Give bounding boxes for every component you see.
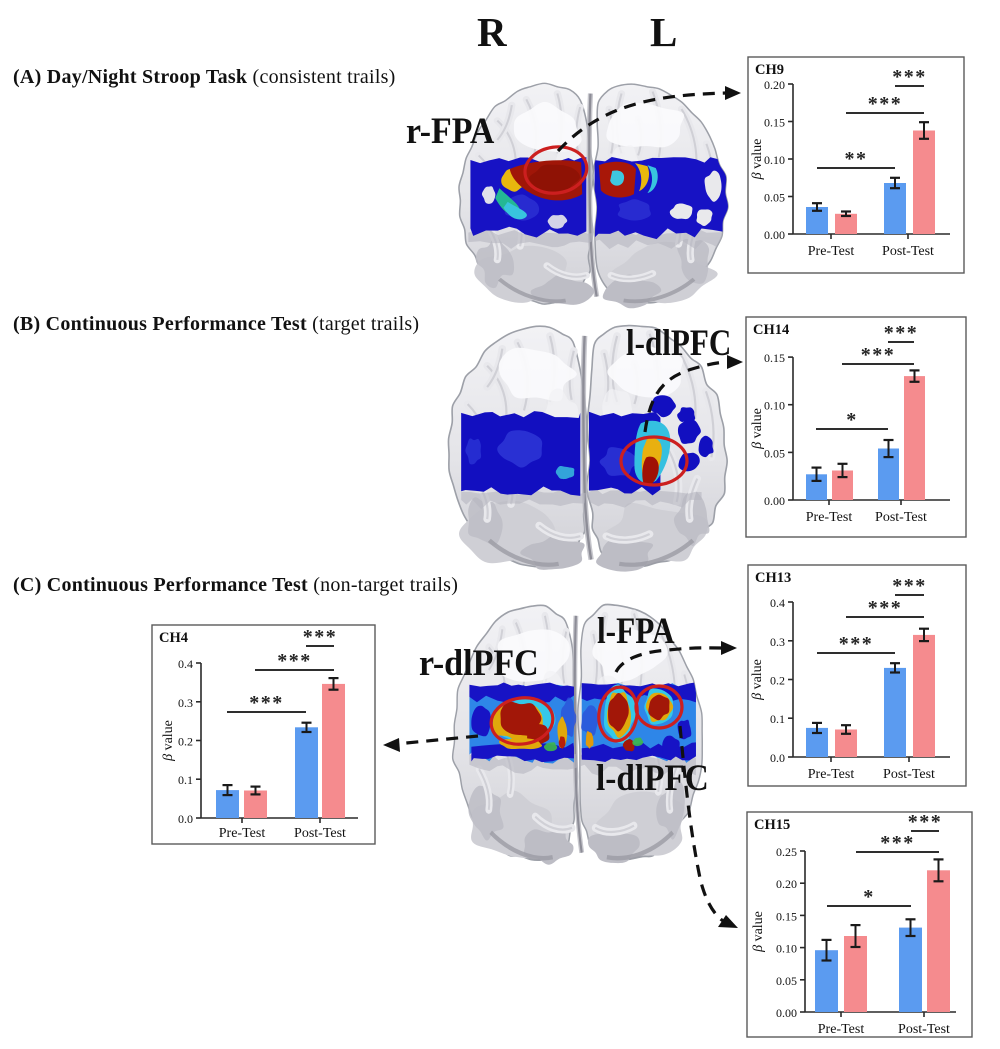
svg-text:0.20: 0.20 bbox=[764, 78, 785, 92]
svg-text:0.3: 0.3 bbox=[178, 696, 193, 710]
svg-text:0.10: 0.10 bbox=[764, 153, 785, 167]
svg-text:***: *** bbox=[892, 66, 927, 88]
svg-text:CH4: CH4 bbox=[159, 630, 188, 646]
svg-text:Post-Test: Post-Test bbox=[883, 767, 935, 782]
svg-text:CH15: CH15 bbox=[754, 817, 790, 833]
svg-text:0.2: 0.2 bbox=[770, 674, 785, 688]
svg-text:Post-Test: Post-Test bbox=[898, 1022, 950, 1037]
svg-text:0.15: 0.15 bbox=[764, 351, 785, 365]
svg-text:0.0: 0.0 bbox=[770, 751, 785, 765]
svg-text:**: ** bbox=[845, 148, 868, 170]
svg-text:***: *** bbox=[892, 575, 927, 597]
svg-text:β value: β value bbox=[751, 911, 766, 953]
svg-text:0.0: 0.0 bbox=[178, 812, 193, 826]
svg-text:0.25: 0.25 bbox=[776, 845, 797, 859]
svg-text:CH13: CH13 bbox=[755, 570, 791, 586]
svg-text:*: * bbox=[846, 409, 858, 431]
svg-text:0.15: 0.15 bbox=[764, 116, 785, 130]
svg-text:β value: β value bbox=[750, 408, 765, 450]
svg-text:0.15: 0.15 bbox=[776, 909, 797, 923]
svg-text:***: *** bbox=[277, 650, 312, 672]
svg-text:Pre-Test: Pre-Test bbox=[806, 510, 853, 525]
svg-text:0.10: 0.10 bbox=[776, 942, 797, 956]
svg-text:0.00: 0.00 bbox=[764, 228, 785, 242]
svg-text:0.4: 0.4 bbox=[770, 596, 785, 610]
svg-text:Pre-Test: Pre-Test bbox=[808, 244, 855, 259]
svg-text:0.05: 0.05 bbox=[776, 974, 797, 988]
svg-text:0.1: 0.1 bbox=[178, 773, 193, 787]
svg-text:***: *** bbox=[249, 692, 284, 714]
svg-text:Pre-Test: Pre-Test bbox=[818, 1022, 865, 1037]
svg-text:***: *** bbox=[868, 93, 903, 115]
svg-text:β value: β value bbox=[161, 720, 176, 762]
svg-text:***: *** bbox=[868, 597, 903, 619]
svg-text:β value: β value bbox=[750, 139, 765, 181]
svg-text:*: * bbox=[863, 886, 875, 908]
svg-text:0.10: 0.10 bbox=[764, 399, 785, 413]
svg-text:Post-Test: Post-Test bbox=[875, 510, 927, 525]
svg-text:CH9: CH9 bbox=[755, 62, 784, 78]
svg-text:Post-Test: Post-Test bbox=[882, 244, 934, 259]
svg-text:***: *** bbox=[908, 811, 943, 833]
svg-text:Pre-Test: Pre-Test bbox=[219, 826, 266, 841]
svg-text:Post-Test: Post-Test bbox=[294, 826, 346, 841]
svg-text:β value: β value bbox=[750, 659, 765, 701]
svg-text:0.05: 0.05 bbox=[764, 446, 785, 460]
svg-text:0.05: 0.05 bbox=[764, 191, 785, 205]
svg-text:0.4: 0.4 bbox=[178, 657, 193, 671]
svg-text:0.00: 0.00 bbox=[764, 494, 785, 508]
svg-text:***: *** bbox=[861, 344, 896, 366]
svg-text:***: *** bbox=[839, 633, 874, 655]
svg-text:0.3: 0.3 bbox=[770, 635, 785, 649]
svg-text:0.2: 0.2 bbox=[178, 735, 193, 749]
svg-text:***: *** bbox=[884, 322, 919, 344]
svg-text:0.20: 0.20 bbox=[776, 877, 797, 891]
svg-text:0.1: 0.1 bbox=[770, 712, 785, 726]
svg-text:Pre-Test: Pre-Test bbox=[808, 767, 855, 782]
svg-text:***: *** bbox=[880, 832, 915, 854]
svg-text:0.00: 0.00 bbox=[776, 1006, 797, 1020]
svg-text:***: *** bbox=[303, 626, 338, 648]
svg-text:CH14: CH14 bbox=[753, 322, 789, 338]
